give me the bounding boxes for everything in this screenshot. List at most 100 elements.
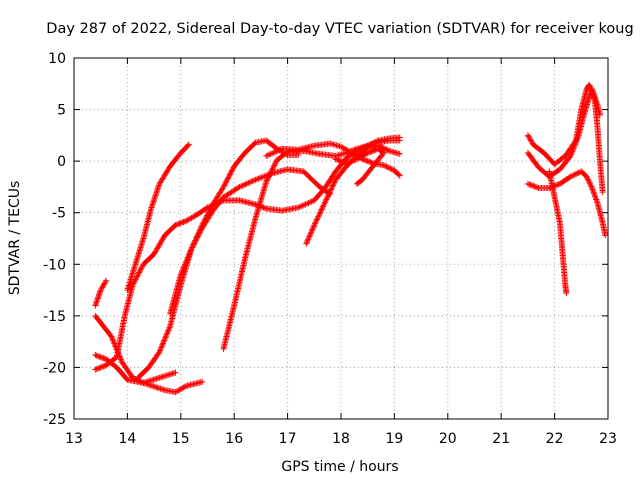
data-point: [160, 338, 167, 345]
data-point: [185, 252, 192, 259]
data-point: [319, 205, 326, 212]
data-point: [227, 170, 234, 177]
data-point: [266, 172, 273, 179]
series-track-11: [332, 145, 387, 187]
y-tick-label: 0: [57, 154, 66, 170]
data-point: [295, 204, 302, 211]
data-point: [188, 245, 195, 252]
data-point: [572, 171, 579, 178]
y-tick-label: -5: [52, 206, 66, 222]
data-point: [584, 175, 591, 182]
data-point: [593, 196, 600, 203]
data-point: [304, 237, 311, 244]
data-point: [190, 241, 197, 248]
data-point: [249, 178, 256, 185]
data-point: [355, 180, 362, 187]
data-point: [159, 341, 166, 348]
data-point: [352, 156, 359, 163]
data-point: [243, 180, 250, 187]
data-point: [276, 147, 283, 154]
data-point: [248, 178, 255, 185]
x-tick-label: 21: [492, 431, 510, 447]
data-point: [149, 201, 156, 208]
series-track-2: [92, 312, 179, 386]
data-points: [92, 81, 609, 396]
data-point: [181, 383, 188, 390]
data-point: [96, 364, 103, 371]
data-point: [298, 203, 305, 210]
data-point: [396, 150, 403, 157]
data-point: [588, 184, 595, 191]
data-point: [180, 264, 187, 271]
data-point: [395, 171, 402, 178]
data-point: [563, 290, 570, 297]
data-point: [251, 140, 258, 147]
series-track-3: [92, 352, 206, 396]
data-point: [322, 197, 329, 204]
data-point: [396, 137, 403, 144]
data-point: [95, 365, 102, 372]
data-point: [311, 222, 318, 229]
data-point: [364, 149, 371, 156]
data-point: [316, 210, 323, 217]
data-point: [304, 200, 311, 207]
data-point: [329, 182, 336, 189]
x-tick-label: 19: [385, 431, 403, 447]
data-point: [325, 192, 332, 199]
data-point: [155, 183, 162, 190]
data-point: [148, 204, 155, 211]
data-point: [272, 159, 279, 166]
data-point: [224, 177, 231, 184]
data-point: [586, 179, 593, 186]
data-point: [269, 150, 276, 157]
data-point: [182, 260, 189, 267]
data-point: [186, 250, 193, 257]
data-point: [354, 180, 361, 187]
data-point: [226, 172, 233, 179]
data-point: [364, 158, 371, 165]
x-tick-label: 13: [65, 431, 83, 447]
data-point: [150, 198, 157, 205]
data-point: [309, 226, 316, 233]
data-point: [327, 188, 334, 195]
data-point: [195, 232, 202, 239]
data-point: [152, 192, 159, 199]
data-point: [575, 133, 582, 140]
data-point: [256, 175, 263, 182]
data-point: [266, 151, 273, 158]
data-point: [308, 227, 315, 234]
data-point: [242, 181, 249, 188]
data-point: [135, 270, 142, 277]
y-tick-label: -10: [43, 257, 66, 273]
data-point: [531, 183, 538, 190]
data-point: [367, 148, 374, 155]
data-point: [320, 202, 327, 209]
data-point: [267, 169, 274, 176]
data-point: [307, 230, 314, 237]
data-point: [571, 142, 578, 149]
data-point: [156, 348, 163, 355]
data-point: [273, 148, 280, 155]
data-point: [587, 182, 594, 189]
data-point: [352, 146, 359, 153]
data-point: [264, 152, 271, 159]
data-point: [338, 158, 344, 165]
data-point: [97, 364, 104, 371]
grid-lines: [74, 58, 608, 419]
data-point: [246, 179, 253, 186]
data-point: [328, 185, 335, 192]
data-point: [263, 152, 270, 159]
data-point: [181, 218, 188, 225]
data-point: [371, 147, 378, 154]
data-point: [136, 268, 143, 275]
x-axis-label: GPS time / hours: [281, 459, 398, 475]
data-point: [340, 159, 347, 166]
data-point: [347, 158, 354, 165]
data-point: [313, 216, 320, 223]
data-point: [160, 340, 166, 347]
data-point: [178, 268, 185, 275]
data-point: [313, 217, 320, 224]
y-tick-label: -15: [43, 309, 66, 325]
data-point: [326, 189, 333, 196]
data-point: [571, 144, 578, 151]
